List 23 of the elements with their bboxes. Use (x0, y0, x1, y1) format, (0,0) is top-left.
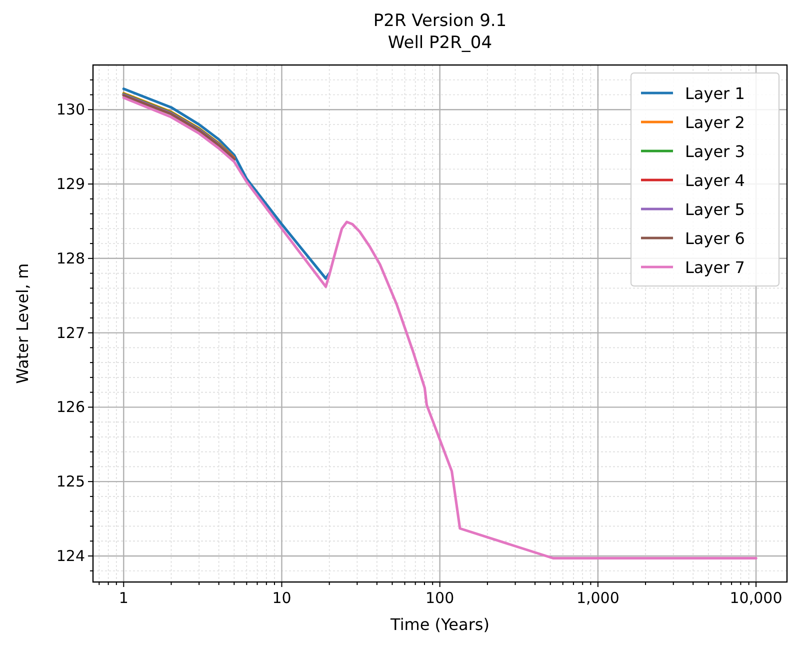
legend-label: Layer 4 (685, 171, 745, 190)
legend-label: Layer 1 (685, 84, 745, 103)
x-tick-label: 1,000 (576, 589, 620, 607)
legend-label: Layer 6 (685, 229, 745, 248)
legend-label: Layer 7 (685, 258, 745, 277)
legend-label: Layer 5 (685, 200, 745, 219)
legend-label: Layer 2 (685, 113, 745, 132)
x-tick-label: 100 (426, 589, 454, 607)
x-tick-label: 10,000 (730, 589, 782, 607)
y-tick-label: 126 (56, 398, 85, 416)
x-axis-title: Time (Years) (390, 615, 490, 634)
y-tick-label: 129 (56, 175, 85, 194)
y-tick-label: 127 (56, 324, 85, 342)
y-tick-label: 128 (56, 249, 85, 268)
y-tick-label: 130 (56, 100, 85, 119)
y-tick-label: 125 (56, 472, 85, 491)
y-axis-title: Water Level, m (13, 263, 32, 384)
chart-title: P2R Version 9.1 (373, 11, 507, 31)
chart-subtitle: Well P2R_04 (388, 33, 492, 53)
legend-label: Layer 3 (685, 142, 745, 161)
x-tick-label: 1 (118, 589, 128, 607)
x-tick-label: 10 (272, 589, 292, 607)
y-tick-label: 124 (56, 546, 85, 565)
